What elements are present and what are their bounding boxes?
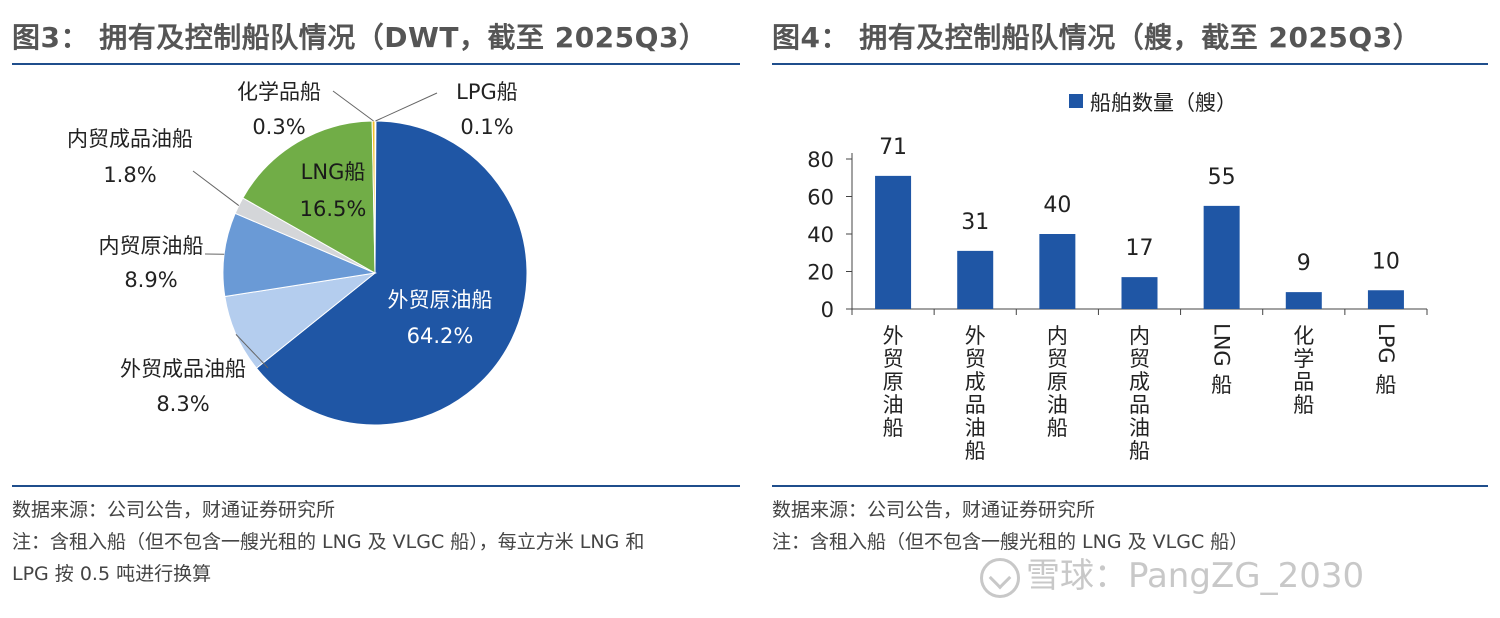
svg-text:外: 外 — [883, 324, 904, 348]
domestic-product-leader-line — [192, 170, 240, 206]
svg-text:油: 油 — [1129, 416, 1150, 440]
svg-text:船: 船 — [965, 439, 986, 463]
legend-label: 船舶数量（艘） — [1090, 91, 1237, 115]
bar-3 — [1121, 277, 1158, 309]
foreign-product-name-label: 外贸成品油船 — [120, 357, 246, 381]
x-category-label-1: 外贸成品油船 — [965, 324, 986, 463]
figure-3-bottom-rule — [12, 485, 740, 487]
chemical-value-label: 0.3% — [252, 115, 305, 139]
svg-text:油: 油 — [965, 416, 986, 440]
svg-text:贸: 贸 — [1047, 347, 1068, 371]
svg-text:贸: 贸 — [965, 347, 986, 371]
y-tick-label-0: 0 — [821, 298, 834, 322]
bar-value-label-1: 31 — [961, 210, 989, 235]
figure-4-title: 图4： 拥有及控制船队情况（艘，截至 2025Q3） — [772, 21, 1422, 54]
bar-6 — [1367, 290, 1404, 309]
watermark: 雪球：PangZG_2030 — [980, 548, 1364, 598]
pie-chart: 外贸原油船 64.2% LNG船 16.5% 外贸成品油船 8.3% 内贸原油船 8.9% 内贸… — [67, 80, 528, 426]
foreign-product-leader-line — [235, 334, 269, 369]
svg-text:化: 化 — [1293, 324, 1314, 348]
foreign-crude-name-label: 外贸原油船 — [388, 288, 493, 312]
bar-value-label-2: 40 — [1043, 193, 1071, 218]
figure-3-note-line1: 注：含租入船（但不包含一艘光租的 LNG 及 VLGC 船），每立方米 LNG … — [12, 531, 645, 553]
svg-text:内: 内 — [1129, 324, 1150, 348]
svg-text:原: 原 — [883, 370, 904, 394]
pie-slice-6 — [371, 120, 376, 274]
svg-text:外: 外 — [965, 324, 986, 348]
bar-value-label-5: 9 — [1297, 251, 1311, 276]
foreign-crude-value-label: 64.2% — [407, 324, 474, 348]
bar-0 — [875, 175, 912, 309]
figure-3-panel: 图3： 拥有及控制船队情况（DWT，截至 2025Q3） 外贸原油船 64.2% L… — [12, 0, 740, 618]
domestic-crude-name-label: 内贸原油船 — [99, 234, 204, 258]
domestic-product-value-label: 1.8% — [103, 163, 156, 187]
lng-name-label: LNG船 — [301, 160, 366, 184]
figure-4-note-line1: 注：含租入船（但不包含一艘光租的 LNG 及 VLGC 船） — [772, 531, 1249, 553]
bar-5 — [1285, 292, 1322, 309]
svg-text:品: 品 — [1129, 393, 1150, 417]
figure-4-source: 数据来源：公司公告，财通证券研究所 — [772, 499, 1096, 521]
figure-4-top-rule — [772, 63, 1488, 65]
x-category-label-2: 内贸原油船 — [1047, 324, 1068, 440]
x-category-label-5: 化学品船 — [1293, 324, 1314, 417]
x-category-label-6: LPG 船 — [1374, 323, 1398, 397]
legend-swatch — [1069, 94, 1083, 108]
svg-text:船: 船 — [1375, 373, 1396, 397]
domestic-crude-value-label: 8.9% — [124, 268, 177, 292]
lpg-name-label: LPG船 — [456, 80, 518, 104]
chemical-leader-line — [332, 90, 374, 122]
figure-3-note-line2: LPG 按 0.5 吨进行换算 — [12, 563, 212, 585]
bar-value-label-4: 55 — [1208, 165, 1236, 190]
svg-text:品: 品 — [1293, 370, 1314, 394]
svg-text:内: 内 — [1047, 324, 1068, 348]
svg-text:LPG: LPG — [1374, 323, 1398, 364]
pie-slice-1 — [255, 120, 528, 426]
x-category-label-3: 内贸成品油船 — [1129, 324, 1150, 463]
svg-text:船: 船 — [883, 416, 904, 440]
svg-text:成: 成 — [965, 370, 986, 394]
y-tick-label-1: 20 — [807, 261, 834, 285]
svg-text:原: 原 — [1047, 370, 1068, 394]
lng-value-label: 16.5% — [300, 197, 367, 221]
x-category-label-0: 外贸原油船 — [883, 324, 904, 440]
figure-4-panel: 图4： 拥有及控制船队情况（艘，截至 2025Q3） 船舶数量（艘） 0 20 40 6… — [772, 0, 1488, 618]
bar-2 — [1039, 234, 1076, 309]
bar-value-label-0: 71 — [879, 135, 907, 160]
y-tick-label-3: 60 — [807, 186, 834, 210]
watermark-text: 雪球：PangZG_2030 — [1026, 556, 1365, 596]
pie-slice-5 — [242, 120, 376, 274]
bar-1 — [957, 250, 994, 309]
svg-text:成: 成 — [1129, 370, 1150, 394]
lpg-leader-line — [375, 92, 438, 122]
bar-chart: 船舶数量（艘）02040608071外贸原油船31外贸成品油船40内贸原油船17… — [807, 91, 1428, 463]
svg-text:油: 油 — [883, 393, 904, 417]
lpg-value-label: 0.1% — [460, 115, 513, 139]
figure-3-title: 图3： 拥有及控制船队情况（DWT，截至 2025Q3） — [12, 21, 708, 54]
figure-3-top-rule — [12, 63, 740, 65]
svg-text:船: 船 — [1211, 373, 1232, 397]
chemical-name-label: 化学品船 — [237, 80, 321, 104]
pie-slice-3 — [222, 212, 377, 298]
svg-text:船: 船 — [1047, 416, 1068, 440]
x-category-label-4: LNG 船 — [1210, 323, 1234, 397]
svg-text:船: 船 — [1129, 439, 1150, 463]
svg-text:LNG: LNG — [1210, 323, 1234, 367]
svg-text:学: 学 — [1293, 347, 1314, 371]
svg-text:贸: 贸 — [883, 347, 904, 371]
y-tick-label-4: 80 — [807, 148, 834, 172]
svg-text:船: 船 — [1293, 393, 1314, 417]
foreign-product-value-label: 8.3% — [156, 392, 209, 416]
y-tick-label-2: 40 — [807, 223, 834, 247]
svg-text:油: 油 — [1047, 393, 1068, 417]
figure-3-source: 数据来源：公司公告，财通证券研究所 — [12, 499, 336, 521]
bar-4 — [1203, 205, 1240, 309]
xueqiu-logo-icon — [980, 557, 1020, 598]
domestic-product-name-label: 内贸成品油船 — [67, 127, 193, 151]
bar-value-label-6: 10 — [1372, 249, 1400, 274]
svg-text:贸: 贸 — [1129, 347, 1150, 371]
bar-value-label-3: 17 — [1126, 236, 1154, 261]
figure-4-bottom-rule — [772, 485, 1488, 487]
svg-text:品: 品 — [965, 393, 986, 417]
